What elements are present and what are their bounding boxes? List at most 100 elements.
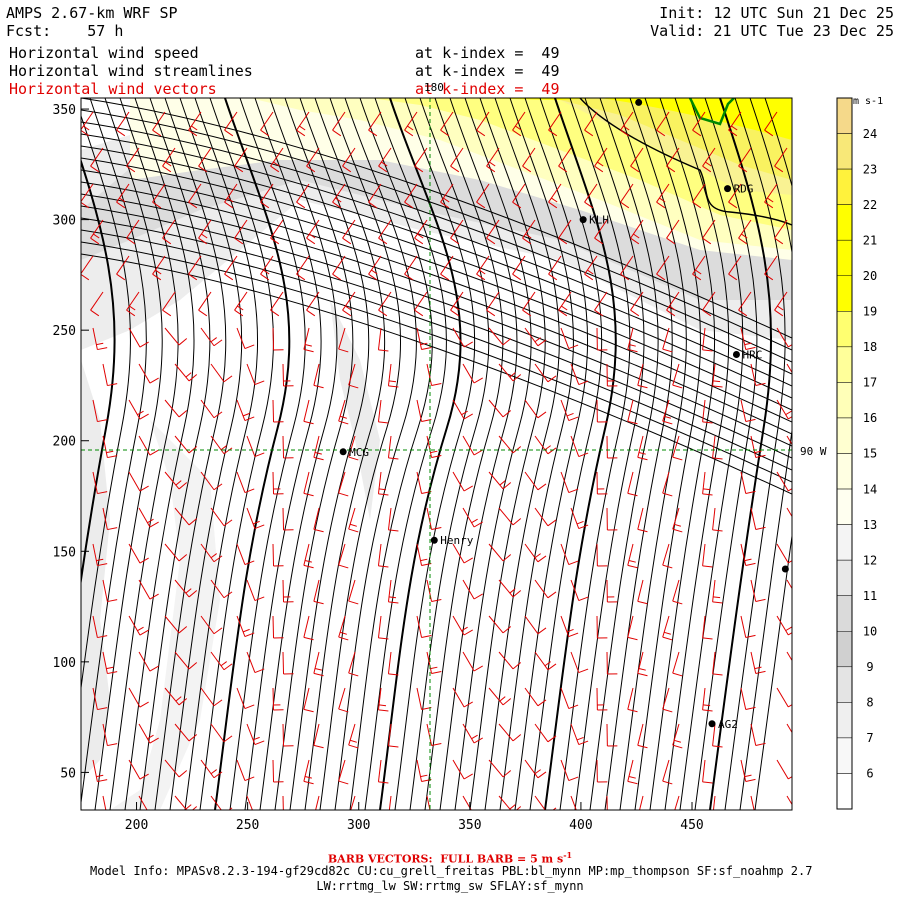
wind-barb [404, 183, 418, 209]
wind-barb [534, 795, 557, 810]
wind-barb [210, 579, 233, 599]
wind-barb [342, 291, 356, 317]
wind-barb [296, 111, 310, 137]
colorbar-swatch [836, 311, 853, 348]
colorbar-label: 14 [863, 482, 877, 496]
wind-barb [750, 363, 766, 386]
valid-time: Valid: 21 UTC Tue 23 Dec 25 [650, 22, 894, 40]
wind-barb [524, 471, 547, 491]
wind-barb [674, 795, 680, 810]
wind-barb [627, 471, 638, 497]
wind-barb [728, 183, 742, 209]
colorbar-swatch [836, 524, 853, 561]
wind-barb [306, 291, 320, 317]
field-level-streamlines: at k-index = 49 [415, 62, 560, 80]
wind-barb [164, 471, 188, 490]
streamline [81, 121, 792, 363]
wind-barb [452, 543, 473, 564]
barb-note-text: BARB VECTORS: FULL BARB = 5 m s [327, 852, 564, 866]
wind-barb [224, 183, 238, 209]
colorbar-swatch [836, 204, 853, 241]
wind-barb [426, 795, 431, 810]
wind-barb [627, 543, 638, 569]
wind-barb [188, 255, 202, 281]
x-axis: 200 250 300 350 400 450 [125, 802, 704, 833]
station-marker [579, 216, 587, 224]
streamline [484, 98, 560, 810]
wind-barb [102, 363, 118, 387]
wind-barb [306, 219, 320, 245]
wind-barb [570, 795, 577, 810]
wind-barb [116, 183, 130, 209]
streamline [259, 98, 338, 810]
colorbar-swatch [836, 346, 853, 383]
streamline [229, 98, 306, 810]
wind-barb [128, 543, 149, 564]
streamline [649, 98, 716, 810]
wind-barb [164, 615, 188, 634]
wind-barb [200, 471, 223, 491]
wind-barb [426, 723, 442, 747]
wind-barb [712, 579, 723, 604]
streamline [81, 133, 792, 375]
wind-barb [596, 615, 608, 639]
colorbar-label: 16 [863, 411, 877, 425]
wind-barb [462, 651, 483, 672]
colorbar-swatch [836, 488, 853, 525]
wind-barb [246, 579, 265, 601]
wind-barb [666, 219, 680, 245]
wind-barb [594, 147, 608, 173]
map-frame [80, 97, 793, 811]
wind-barb [246, 435, 265, 457]
wind-barb [534, 651, 557, 671]
wind-barb [776, 327, 792, 348]
wind-barb [606, 723, 618, 747]
wind-barb [548, 183, 562, 209]
wind-barb [692, 183, 706, 209]
wind-barb [234, 147, 248, 173]
wind-barb [138, 795, 159, 810]
wind-barb [272, 615, 284, 639]
wind-barb [534, 723, 557, 743]
wind-barb [272, 543, 284, 567]
station-label: AG2 [718, 718, 738, 731]
wind-barb [200, 687, 223, 707]
streamline [81, 145, 792, 387]
wind-barb [378, 147, 392, 173]
wind-barb [200, 543, 223, 563]
wind-barb [524, 687, 547, 707]
wind-barb [152, 255, 166, 281]
wind-barb [672, 435, 683, 461]
wind-barb [606, 435, 618, 459]
wind-barb [560, 543, 579, 566]
wind-barb [303, 471, 314, 497]
wind-barb [774, 147, 788, 173]
wind-barb [414, 219, 428, 245]
wind-barb [774, 291, 788, 317]
colorbar-swatch [836, 595, 853, 632]
wind-barb [728, 255, 742, 281]
streamline [81, 205, 792, 447]
wind-barb [338, 615, 349, 641]
wind-barb [234, 291, 248, 317]
wind-barb [786, 507, 792, 518]
wind-barb [338, 687, 349, 713]
wind-barbs [81, 111, 792, 810]
colorbar-swatch [836, 97, 853, 134]
stations: MCG Henry KLH RDG HRC AG2 [339, 98, 789, 731]
wind-barb [303, 759, 314, 785]
wind-barb [368, 183, 382, 209]
streamline [169, 98, 243, 810]
wind-barb [313, 651, 324, 677]
streamline [81, 98, 147, 807]
colorbar-label: 20 [863, 269, 877, 283]
wind-barb [377, 543, 389, 568]
wind-barb [462, 579, 483, 600]
streamline [81, 157, 792, 399]
wind-barb [342, 147, 356, 173]
wind-barb [198, 147, 212, 173]
wind-barb [224, 255, 238, 281]
wind-barb [128, 615, 149, 636]
wind-barb [306, 147, 320, 173]
streamline [139, 98, 211, 810]
